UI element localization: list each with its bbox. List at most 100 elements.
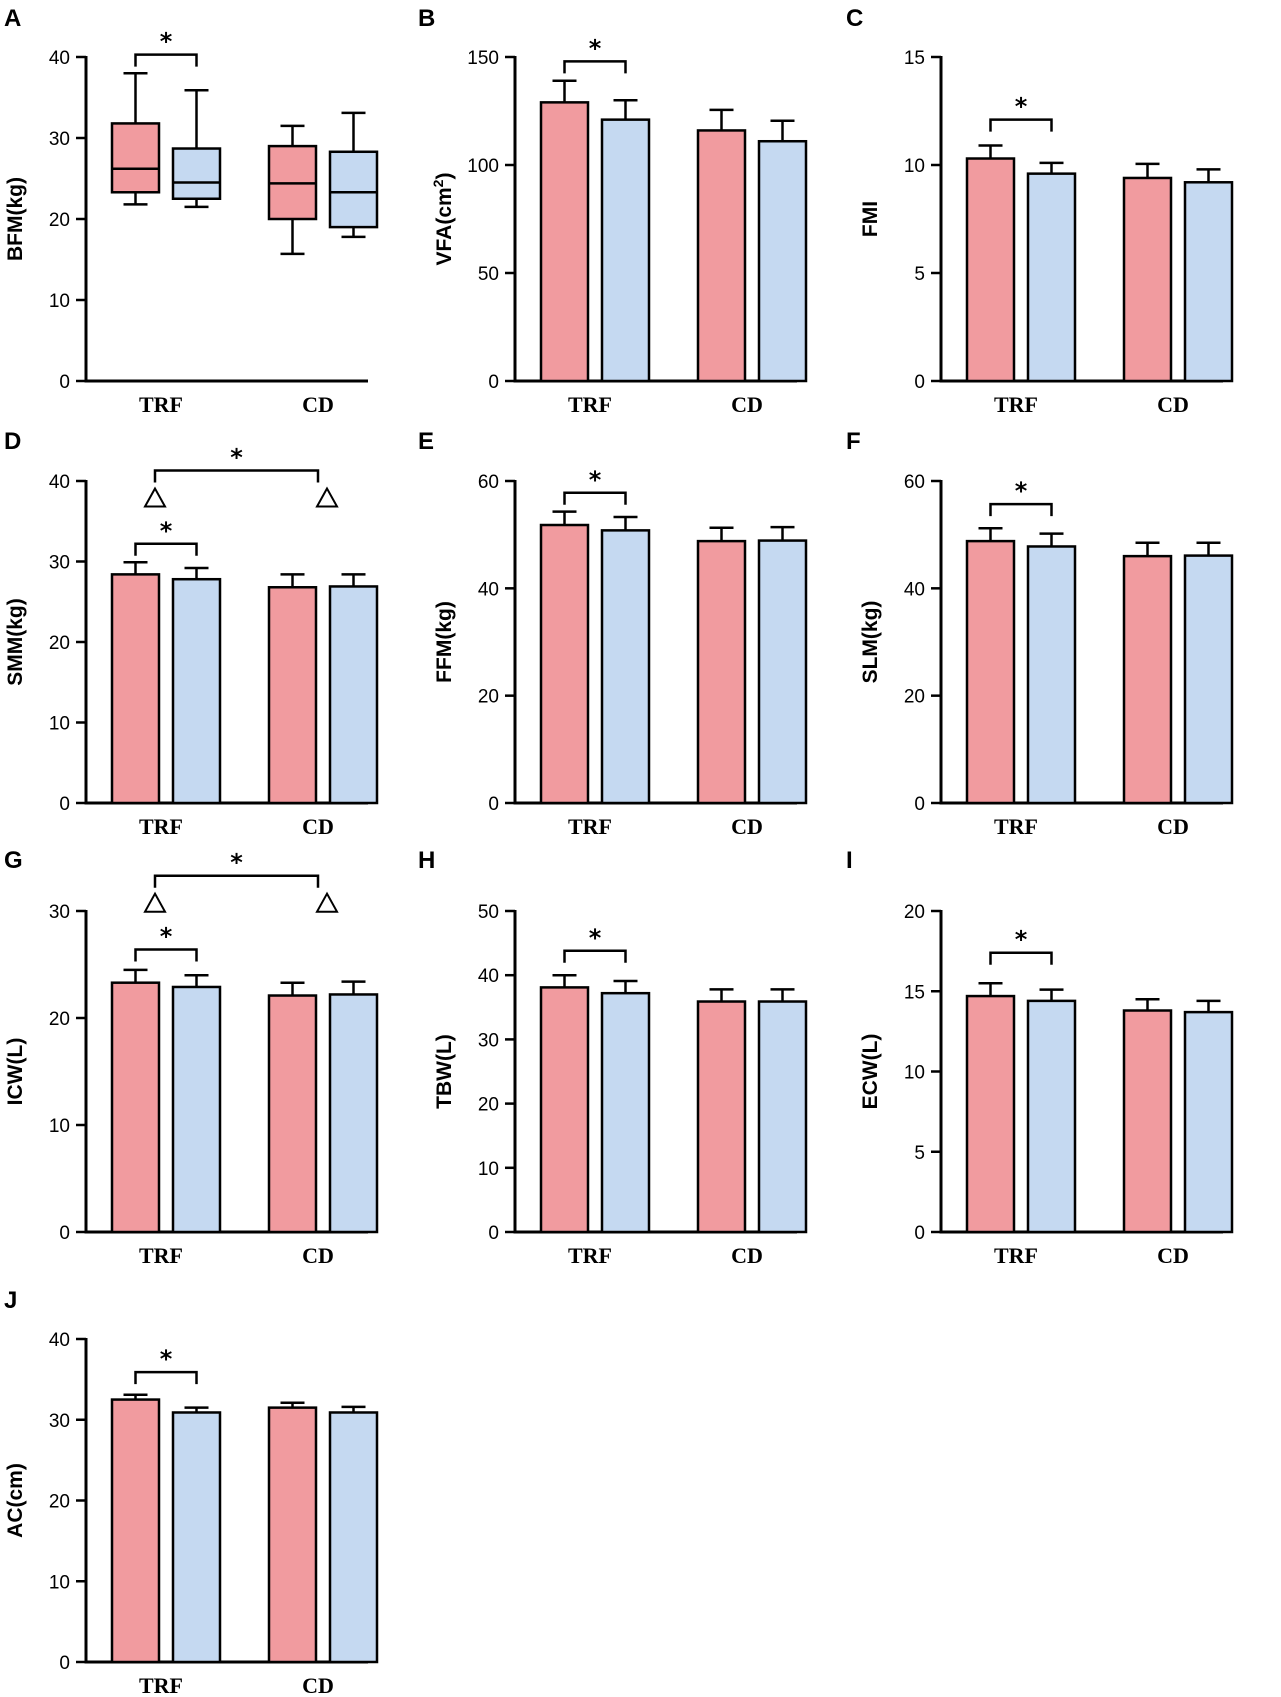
y-tick-label: 0	[488, 1223, 499, 1244]
significance-bracket	[989, 118, 1053, 132]
panel-a: A BFM(kg) 0 10 20 30 40 TRF CD *	[4, 5, 379, 417]
category-label-trf: TRF	[139, 814, 183, 839]
bar-trf-1	[110, 573, 161, 805]
y-tick-label: 20	[904, 902, 925, 923]
bar-cd-2	[328, 993, 379, 1234]
y-tick-label: 20	[49, 1009, 70, 1030]
bar-trf-2	[171, 985, 222, 1234]
significance-bracket	[989, 502, 1053, 517]
bar-cd-2	[757, 1000, 808, 1234]
panel-letter: J	[4, 1287, 17, 1314]
significance-star: *	[160, 28, 173, 56]
category-label-trf: TRF	[568, 1243, 612, 1268]
y-tick-label: 0	[488, 794, 499, 815]
y-axis-label: TBW(L)	[433, 1034, 456, 1109]
bar-cd-1	[267, 586, 318, 805]
y-tick-label: 10	[904, 1063, 925, 1084]
bar-cd-1	[696, 129, 747, 383]
bar-trf-1	[539, 986, 590, 1234]
y-tick-label: 20	[49, 1492, 70, 1513]
category-label-cd: CD	[731, 392, 763, 417]
y-tick-label: 0	[914, 1223, 925, 1244]
panel-c: C FMI 0 5 10 15 TRF CD *	[846, 5, 1234, 417]
category-label-trf: TRF	[139, 1243, 183, 1268]
y-axis-label: SMM(kg)	[4, 598, 27, 686]
y-tick-label: 0	[59, 1223, 70, 1244]
significance-star: *	[160, 923, 173, 951]
category-label-trf: TRF	[568, 814, 612, 839]
bar-cd-1	[267, 994, 318, 1234]
significance-bracket	[563, 949, 627, 963]
panel-letter: H	[418, 847, 435, 874]
bar-cd-1	[696, 1000, 747, 1234]
category-label-cd: CD	[731, 814, 763, 839]
category-label-trf: TRF	[994, 392, 1038, 417]
bar-trf-1	[965, 157, 1016, 383]
y-tick-label: 10	[478, 1159, 499, 1180]
significance-bracket	[134, 948, 198, 962]
y-tick-label: 150	[467, 48, 499, 69]
panel-letter: I	[846, 847, 853, 874]
bar-trf-2	[600, 118, 651, 383]
panel-letter: G	[4, 847, 23, 874]
panel-j: J AC(cm) 0 10 20 30 40 TRF CD *	[4, 1287, 379, 1697]
y-tick-label: 15	[904, 982, 925, 1003]
bar-cd-2	[1183, 1010, 1234, 1234]
significance-star: *	[1015, 477, 1028, 505]
y-tick-label: 20	[478, 1095, 499, 1116]
y-tick-label: 10	[904, 156, 925, 177]
y-tick-label: 40	[904, 579, 925, 600]
y-tick-label: 0	[488, 372, 499, 393]
y-tick-label: 40	[478, 966, 499, 987]
y-tick-label: 20	[478, 687, 499, 708]
panel-letter: A	[4, 5, 21, 32]
category-label-trf: TRF	[568, 392, 612, 417]
between-group-bracket	[153, 874, 320, 888]
bar-cd-1	[267, 1406, 318, 1664]
y-tick-label: 30	[49, 553, 70, 574]
y-axis-label: AC(cm)	[4, 1463, 27, 1538]
bar-trf-1	[539, 523, 590, 805]
y-tick-label: 60	[478, 472, 499, 493]
y-tick-label: 40	[49, 472, 70, 493]
panel-letter: C	[846, 5, 863, 32]
y-tick-label: 50	[478, 264, 499, 285]
box-trf-2	[171, 147, 222, 200]
box-trf-1	[110, 122, 161, 194]
bar-cd-2	[328, 1411, 379, 1664]
between-group-bracket	[153, 469, 320, 483]
category-label-cd: CD	[302, 814, 334, 839]
y-tick-label: 0	[914, 794, 925, 815]
category-label-trf: TRF	[139, 1673, 183, 1697]
bar-trf-1	[539, 101, 590, 383]
y-axis-label: BFM(kg)	[4, 177, 27, 261]
significance-star: *	[1015, 926, 1028, 954]
panel-i: I ECW(L) 0 5 10 15 20 TRF CD *	[846, 847, 1234, 1268]
y-tick-label: 0	[59, 794, 70, 815]
bar-trf-2	[600, 991, 651, 1234]
significance-bracket	[989, 951, 1053, 965]
significance-star: *	[160, 1345, 173, 1373]
between-group-star: *	[230, 849, 243, 877]
significance-star: *	[589, 924, 602, 952]
y-axis-label: VFA(cm2)	[430, 173, 456, 266]
bar-trf-1	[965, 539, 1016, 805]
category-label-cd: CD	[302, 392, 334, 417]
category-label-trf: TRF	[139, 392, 183, 417]
triangle-icon	[143, 486, 167, 508]
y-tick-label: 40	[49, 1330, 70, 1351]
panel-e: E FFM(kg) 0 20 40 60 TRF CD *	[418, 428, 808, 839]
significance-star: *	[160, 517, 173, 545]
bar-trf-2	[1026, 999, 1077, 1234]
y-axis-label-superscript: 2	[430, 179, 446, 187]
bar-trf-1	[965, 994, 1016, 1234]
category-label-cd: CD	[1157, 814, 1189, 839]
y-tick-label: 30	[49, 902, 70, 923]
y-tick-label: 10	[49, 1116, 70, 1137]
bar-cd-2	[1183, 181, 1234, 383]
bar-trf-1	[110, 981, 161, 1234]
category-label-cd: CD	[302, 1673, 334, 1697]
panel-letter: B	[418, 5, 435, 32]
significance-star: *	[1015, 93, 1028, 121]
